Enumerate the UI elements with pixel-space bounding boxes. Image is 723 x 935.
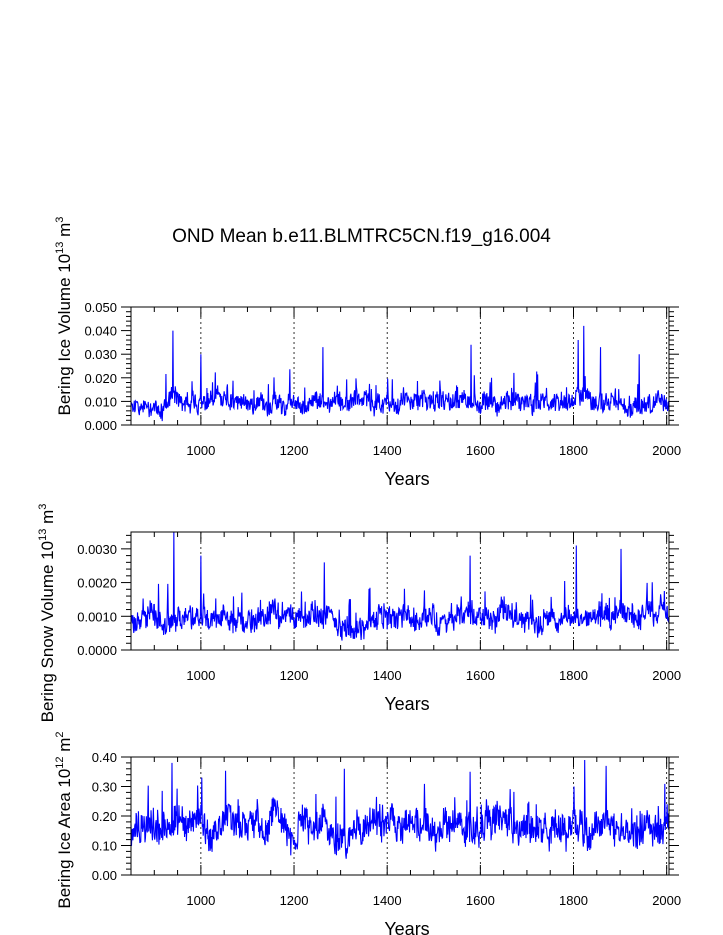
y-tick-label: 0.0010 — [77, 609, 117, 624]
x-tick-label: 1200 — [280, 443, 309, 458]
x-tick-label: 1200 — [280, 668, 309, 683]
panel-3: 1000 1200 1400 1600 1800 2000 0.00 0.10 0.20 0.30… — [54, 731, 681, 935]
y-tick-label: 0.0020 — [77, 576, 117, 591]
y-tick-label: 0.10 — [92, 839, 117, 854]
x-tick-label: 2000 — [652, 443, 681, 458]
x-tick-label: 2000 — [652, 893, 681, 908]
y-axis-label: Bering Snow Volume 1013 m3 — [37, 504, 57, 723]
y-tick-label: 0.050 — [84, 300, 117, 315]
figure-title: OND Mean b.e11.BLMTRC5CN.f19_g16.004 — [172, 226, 551, 247]
series-line-bering-snow-volume — [130, 531, 670, 641]
plot-frame — [130, 306, 670, 426]
x-tick-label: 1600 — [466, 893, 495, 908]
x-tick-label: 2000 — [652, 668, 681, 683]
y-tick-label: 0.00 — [92, 868, 117, 883]
x-axis-label: Years — [384, 694, 429, 714]
x-tick-label: 1800 — [559, 668, 588, 683]
x-tick-label: 1200 — [280, 893, 309, 908]
y-tick-label: 0.30 — [92, 780, 117, 795]
y-tick-label: 0.20 — [92, 809, 117, 824]
y-tick-label: 0.0030 — [77, 542, 117, 557]
y-axis-label: Bering Ice Volume 1013 m3 — [54, 217, 74, 416]
x-tick-label: 1600 — [466, 443, 495, 458]
panel-2: 1000 1200 1400 1600 1800 2000 0.0000 0.0010 0.00… — [37, 504, 681, 723]
y-tick-label: 0.020 — [84, 371, 117, 386]
x-tick-label: 1800 — [559, 443, 588, 458]
plot-frame — [130, 531, 670, 651]
plot-frame — [130, 756, 670, 876]
x-tick-label: 1400 — [373, 668, 402, 683]
y-tick-label: 0.000 — [84, 418, 117, 433]
y-axis-label: Bering Ice Area 1012 m2 — [54, 731, 74, 908]
x-axis-label: Years — [384, 919, 429, 935]
x-tick-label: 1000 — [186, 443, 215, 458]
y-tick-label: 0.030 — [84, 347, 117, 362]
x-tick-label: 1000 — [186, 668, 215, 683]
x-tick-label: 1400 — [373, 443, 402, 458]
series-line-bering-ice-area — [130, 759, 670, 859]
x-tick-label: 1000 — [186, 893, 215, 908]
series-line-bering-ice-volume — [130, 325, 670, 422]
x-tick-label: 1600 — [466, 668, 495, 683]
x-tick-label: 1800 — [559, 893, 588, 908]
y-tick-label: 0.40 — [92, 750, 117, 765]
x-tick-label: 1400 — [373, 893, 402, 908]
x-axis-label: Years — [384, 469, 429, 489]
y-tick-label: 0.010 — [84, 394, 117, 409]
y-tick-label: 0.0000 — [77, 643, 117, 658]
panel-1: 1000 1200 1400 1600 1800 2000 0.000 0.010 0.020 0… — [54, 217, 681, 489]
y-tick-label: 0.040 — [84, 324, 117, 339]
